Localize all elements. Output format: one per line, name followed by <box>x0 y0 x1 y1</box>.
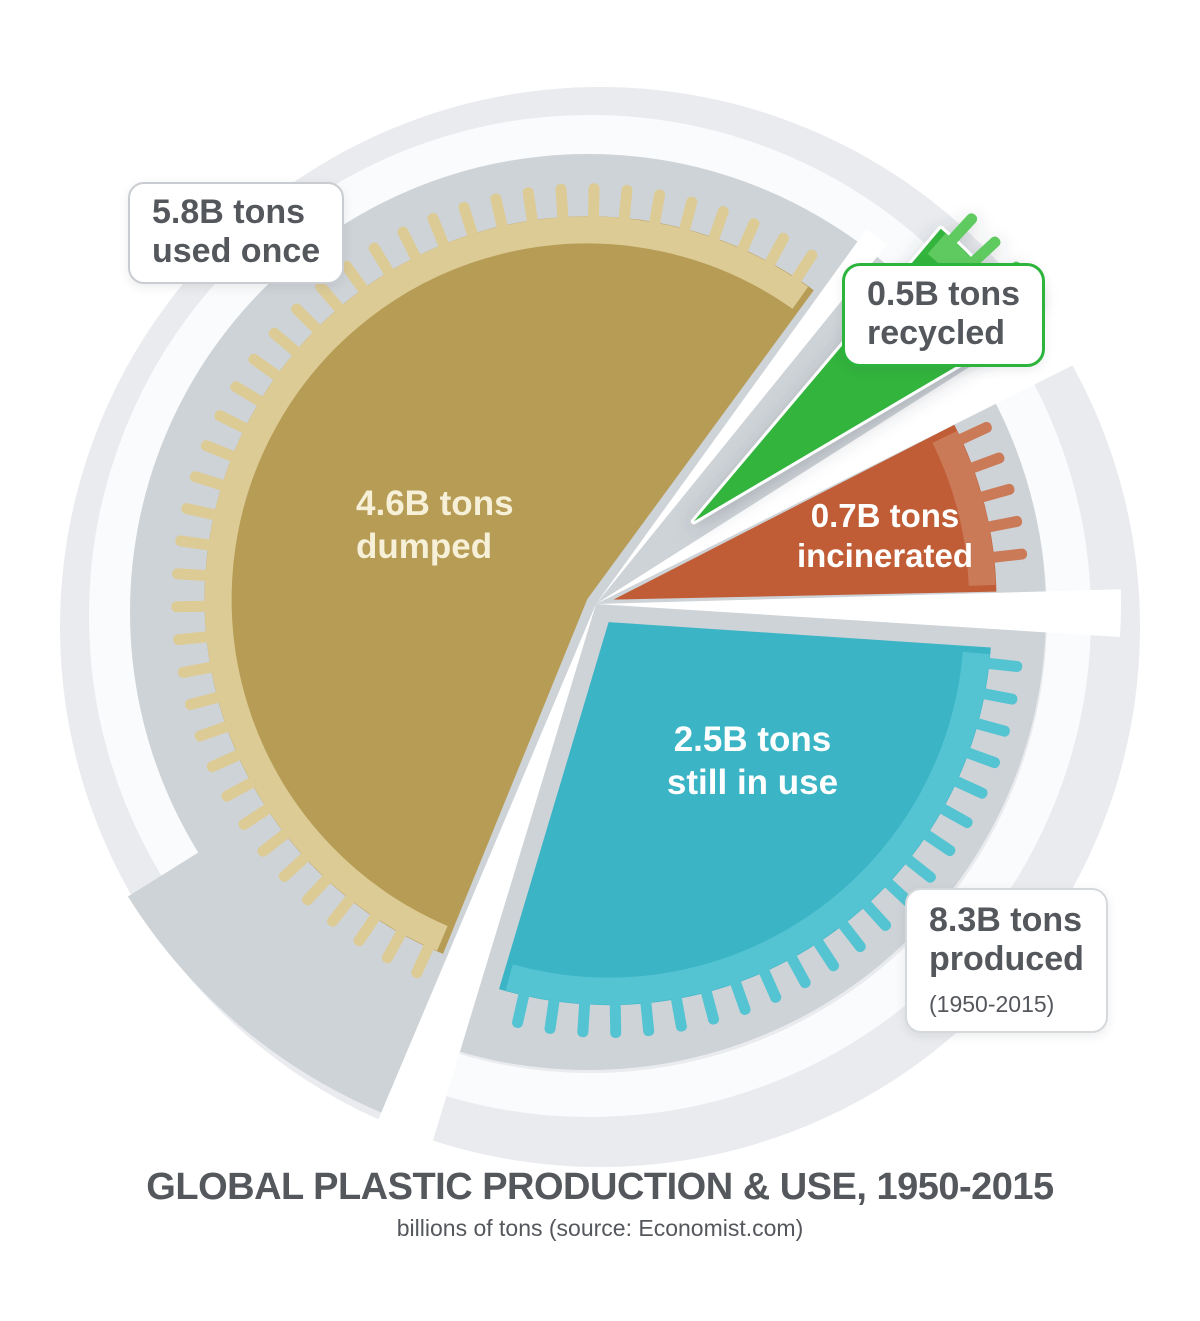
callout-used-once-label: used once <box>152 231 321 270</box>
callout-produced-period: (1950-2015) <box>929 990 1055 1017</box>
slice-label-incinerated-text: incinerated <box>796 537 974 575</box>
slice-label-still-text: still in use <box>666 762 839 802</box>
callout-recycled-label: recycled <box>867 313 1005 352</box>
callout-produced-label: produced <box>929 939 1084 978</box>
callout-recycled-value: 0.5B tons <box>867 275 1021 313</box>
callout-used-once-value: 5.8B tons <box>152 193 306 231</box>
callout-produced: 8.3B tons produced (1950-2015) <box>905 888 1108 1033</box>
slice-label-dumped-text: dumped <box>356 526 493 566</box>
slice-label-still-value: 2.5B tons <box>673 720 832 759</box>
slice-label-incinerated-value: 0.7B tons <box>810 497 960 534</box>
slice-label-dumped: 4.6B tons dumped <box>356 483 514 568</box>
slice-label-still-in-use: 2.5B tons still in use <box>610 719 895 804</box>
chart-title: GLOBAL PLASTIC PRODUCTION & USE, 1950-20… <box>146 1166 1054 1208</box>
slice-label-dumped-value: 4.6B tons <box>356 484 514 523</box>
chart-subtitle: billions of tons (source: Economist.com) <box>396 1215 804 1241</box>
callout-used-once: 5.8B tons used once <box>128 182 345 284</box>
slice-label-incinerated: 0.7B tons incinerated <box>735 496 1035 577</box>
callout-recycled: 0.5B tons recycled <box>842 263 1046 367</box>
callout-produced-value: 8.3B tons <box>929 901 1083 939</box>
